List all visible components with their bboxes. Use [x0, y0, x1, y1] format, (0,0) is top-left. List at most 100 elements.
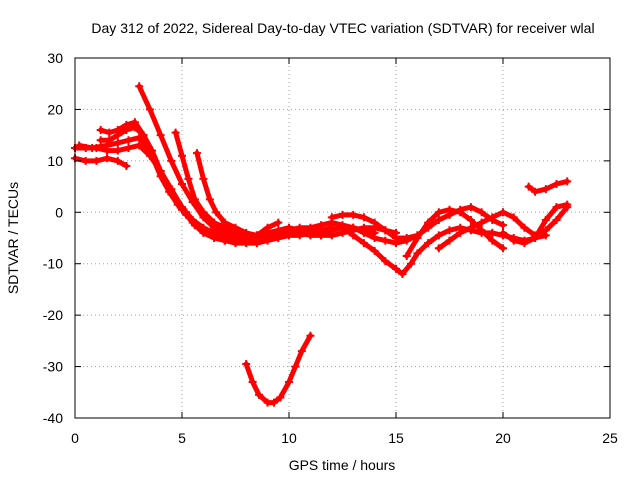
data-point	[392, 234, 400, 242]
data-point	[210, 234, 219, 242]
data-point	[270, 398, 279, 407]
data-point	[338, 223, 347, 232]
y-tick-label: -40	[43, 410, 63, 426]
data-point	[285, 226, 293, 235]
x-axis-label: GPS time / hours	[289, 457, 396, 473]
data-point	[178, 151, 186, 160]
data-point	[103, 154, 112, 163]
x-tick-label: 15	[388, 430, 404, 446]
data-point	[124, 144, 133, 152]
data-point	[488, 236, 497, 245]
data-point	[135, 82, 144, 91]
data-point	[456, 228, 465, 237]
data-point	[445, 205, 454, 214]
data-point	[122, 126, 131, 134]
data-point	[199, 208, 208, 217]
data-point	[477, 218, 486, 227]
data-point	[113, 146, 122, 155]
data-point	[359, 239, 368, 248]
data-point	[252, 231, 261, 240]
y-tick-label: 0	[55, 204, 63, 220]
data-point	[263, 231, 272, 240]
data-point	[349, 223, 358, 232]
x-tick-label: 25	[602, 430, 618, 446]
data-point	[192, 149, 201, 158]
data-point	[531, 187, 540, 196]
data-point	[381, 226, 390, 235]
data-point	[327, 231, 336, 240]
data-point	[524, 182, 533, 191]
data-point	[113, 131, 122, 140]
data-point	[370, 246, 379, 255]
data-point	[445, 226, 454, 235]
data-point	[285, 378, 293, 386]
data-point	[552, 180, 561, 188]
data-point	[148, 151, 157, 160]
data-point	[178, 180, 186, 188]
data-point	[499, 228, 507, 237]
data-point	[552, 203, 561, 212]
data-point	[381, 236, 390, 245]
data-point	[520, 223, 529, 232]
data-point	[402, 252, 411, 260]
data-point	[184, 174, 193, 183]
data-point	[173, 200, 182, 209]
data-point	[509, 236, 518, 245]
data-point	[220, 218, 229, 227]
data-point	[212, 208, 221, 217]
data-point	[156, 131, 165, 140]
data-point	[274, 228, 283, 237]
data-point	[306, 223, 315, 232]
y-axis-ticks: 30 20 10 0 -10 -20 -30 -40	[43, 50, 610, 426]
data-point	[139, 131, 148, 140]
y-axis-label: SDTVAR / TECUs	[5, 182, 21, 294]
data-point	[541, 216, 550, 224]
y-tick-label: 20	[47, 101, 63, 117]
data-point	[359, 213, 368, 222]
data-point	[135, 133, 144, 142]
data-point	[466, 203, 475, 212]
data-point	[370, 234, 379, 242]
data-point	[434, 244, 443, 253]
data-point	[199, 228, 208, 237]
data-point	[276, 393, 285, 402]
x-tick-label: 20	[495, 430, 511, 446]
data-point	[466, 216, 475, 224]
data-point	[488, 213, 497, 222]
data-point	[434, 231, 443, 240]
data-point	[349, 231, 358, 240]
y-tick-label: 10	[47, 153, 63, 169]
data-point	[92, 156, 101, 165]
data-point	[156, 172, 165, 181]
data-point	[242, 360, 251, 368]
data-point	[563, 200, 572, 209]
data-point	[445, 236, 454, 245]
data-point	[190, 195, 199, 204]
data-point	[466, 223, 475, 232]
data-point	[563, 177, 572, 186]
data-point	[105, 128, 114, 137]
data-point	[295, 223, 304, 232]
x-axis-ticks: 0 5 10 15 20 25	[71, 58, 618, 446]
data-point	[248, 378, 257, 386]
data-point	[306, 331, 315, 340]
data-point	[541, 226, 550, 235]
data-point	[434, 208, 443, 217]
data-point	[105, 136, 114, 145]
data-point	[317, 231, 326, 240]
data-point	[145, 105, 154, 114]
data-point	[199, 174, 208, 183]
data-point	[359, 228, 368, 237]
data-point	[520, 239, 529, 248]
data-point	[113, 138, 122, 147]
data-point	[406, 259, 415, 268]
data-point	[338, 210, 347, 219]
data-point	[488, 228, 497, 237]
data-point	[75, 141, 84, 150]
data-point	[122, 162, 131, 170]
data-series	[71, 82, 572, 407]
data-point	[370, 218, 379, 227]
x-tick-label: 10	[281, 430, 297, 446]
x-tick-label: 5	[178, 430, 186, 446]
